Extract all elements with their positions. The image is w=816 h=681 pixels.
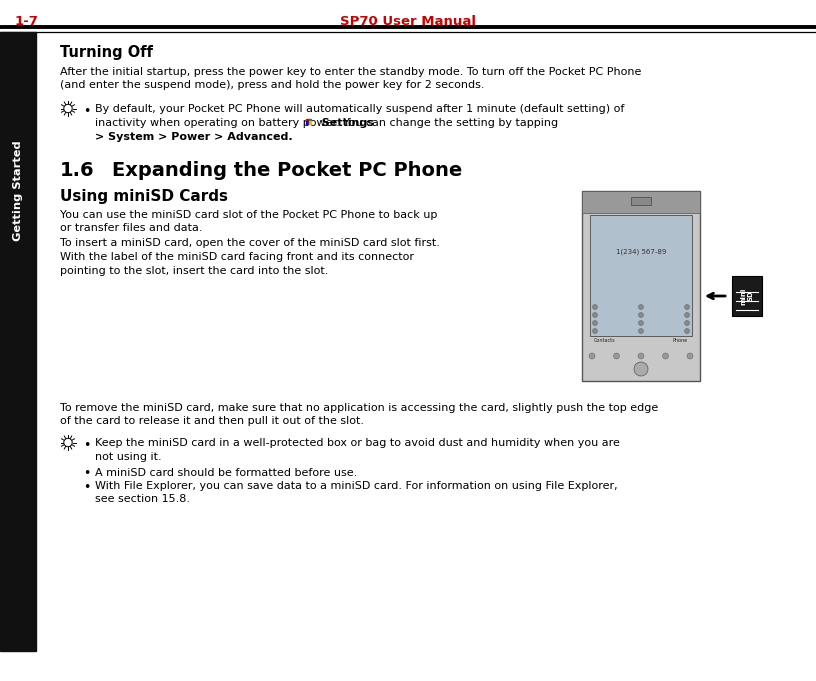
Text: inactivity when operating on battery power. You can change the setting by tappin: inactivity when operating on battery pow… <box>95 118 561 128</box>
Circle shape <box>64 439 72 447</box>
Text: •: • <box>83 467 91 481</box>
Text: of the card to release it and then pull it out of the slot.: of the card to release it and then pull … <box>60 417 364 426</box>
Text: Getting Started: Getting Started <box>13 141 23 241</box>
Circle shape <box>685 304 690 309</box>
Text: 1-7: 1-7 <box>15 15 39 28</box>
Bar <box>0 32 36 651</box>
Text: > System > Power > Advanced.: > System > Power > Advanced. <box>95 131 293 142</box>
Text: To insert a miniSD card, open the cover of the miniSD card slot first.: To insert a miniSD card, open the cover … <box>60 238 440 249</box>
Text: Phone: Phone <box>673 338 688 343</box>
Text: Using miniSD Cards: Using miniSD Cards <box>60 189 228 204</box>
Bar <box>582 191 700 381</box>
Text: or transfer files and data.: or transfer files and data. <box>60 223 202 233</box>
Text: •: • <box>83 439 91 452</box>
Circle shape <box>687 353 693 359</box>
Text: pointing to the slot, insert the card into the slot.: pointing to the slot, insert the card in… <box>60 266 328 276</box>
Bar <box>307 121 308 123</box>
Circle shape <box>638 328 644 334</box>
Circle shape <box>589 353 595 359</box>
Bar <box>590 215 692 336</box>
Bar <box>309 118 312 121</box>
Circle shape <box>614 353 619 359</box>
Text: mini
SD: mini SD <box>741 287 753 304</box>
Text: 1(234) 567-89: 1(234) 567-89 <box>616 248 666 255</box>
Circle shape <box>592 313 597 317</box>
Text: •: • <box>83 481 91 494</box>
Circle shape <box>638 304 644 309</box>
Circle shape <box>634 362 648 376</box>
Circle shape <box>685 328 690 334</box>
Circle shape <box>638 353 644 359</box>
Text: To remove the miniSD card, make sure that no application is accessing the card, : To remove the miniSD card, make sure tha… <box>60 403 659 413</box>
Text: After the initial startup, press the power key to enter the standby mode. To tur: After the initial startup, press the pow… <box>60 67 641 77</box>
Bar <box>732 276 762 316</box>
Text: •: • <box>83 104 91 118</box>
Circle shape <box>592 321 597 326</box>
Text: 1.6: 1.6 <box>60 161 95 180</box>
Bar <box>582 191 700 213</box>
Circle shape <box>638 313 644 317</box>
Circle shape <box>592 328 597 334</box>
Text: A miniSD card should be formatted before use.: A miniSD card should be formatted before… <box>95 467 357 477</box>
Text: By default, your Pocket PC Phone will automatically suspend after 1 minute (defa: By default, your Pocket PC Phone will au… <box>95 104 624 114</box>
Text: Expanding the Pocket PC Phone: Expanding the Pocket PC Phone <box>112 161 462 180</box>
Circle shape <box>638 321 644 326</box>
Text: not using it.: not using it. <box>95 452 162 462</box>
Text: You can use the miniSD card slot of the Pocket PC Phone to back up: You can use the miniSD card slot of the … <box>60 210 437 219</box>
Text: see section 15.8.: see section 15.8. <box>95 494 190 505</box>
Circle shape <box>592 304 597 309</box>
Circle shape <box>685 321 690 326</box>
Text: (and enter the suspend mode), press and hold the power key for 2 seconds.: (and enter the suspend mode), press and … <box>60 80 485 91</box>
Text: Settings: Settings <box>314 118 374 128</box>
Circle shape <box>663 353 668 359</box>
Bar <box>631 197 651 205</box>
Bar <box>307 118 308 121</box>
Circle shape <box>64 104 72 112</box>
Bar <box>309 121 312 123</box>
Text: SP70 User Manual: SP70 User Manual <box>340 15 476 28</box>
Text: Keep the miniSD card in a well-protected box or bag to avoid dust and humidity w: Keep the miniSD card in a well-protected… <box>95 439 620 449</box>
Text: Turning Off: Turning Off <box>60 45 153 60</box>
Text: Contacts: Contacts <box>594 338 615 343</box>
Text: With File Explorer, you can save data to a miniSD card. For information on using: With File Explorer, you can save data to… <box>95 481 618 491</box>
Text: With the label of the miniSD card facing front and its connector: With the label of the miniSD card facing… <box>60 252 414 262</box>
Circle shape <box>685 313 690 317</box>
